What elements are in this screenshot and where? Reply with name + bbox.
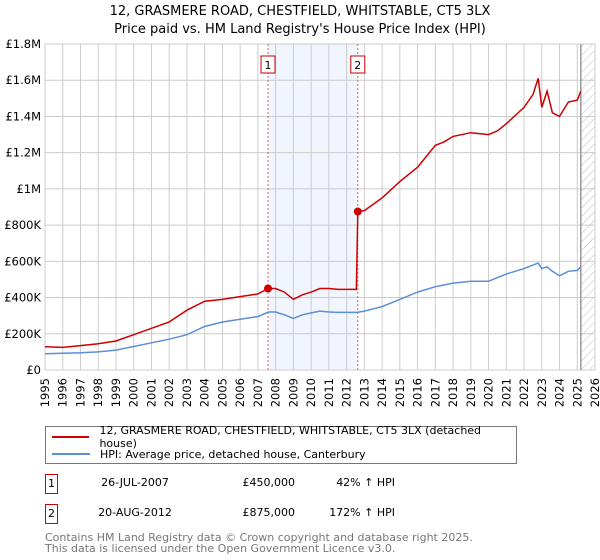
transaction-date: 20-AUG-2012 — [98, 506, 172, 519]
x-tick-label: 2009 — [286, 378, 300, 407]
x-tick-label: 2023 — [535, 378, 549, 407]
transaction-hpi: 172% ↑ HPI — [329, 506, 395, 519]
x-tick-label: 2001 — [144, 378, 158, 407]
x-tick-label: 2012 — [340, 378, 354, 407]
x-tick-label: 2007 — [251, 378, 265, 407]
footer-line-1: Contains HM Land Registry data © Crown c… — [45, 531, 473, 544]
x-tick-label: 1997 — [73, 378, 87, 407]
y-tick-label: £1.8M — [5, 37, 41, 51]
y-tick-label: £200K — [4, 327, 41, 341]
legend-item-hpi: HPI: Average price, detached house, Cant… — [52, 446, 366, 462]
x-tick-label: 1995 — [38, 378, 52, 407]
highlight-band — [268, 44, 358, 370]
x-tick-label: 2025 — [570, 378, 584, 407]
plot-frame — [44, 43, 596, 371]
x-tick-label: 2010 — [304, 378, 318, 407]
legend-swatch-red — [52, 436, 90, 438]
transaction-marker: 2 — [45, 504, 58, 524]
x-tick-label: 2008 — [269, 378, 283, 407]
transaction-row: 1 26-JUL-2007 £450,000 42% ↑ HPI — [45, 474, 545, 494]
sale-label-box — [260, 55, 276, 74]
x-tick-label: 2000 — [127, 378, 141, 407]
legend-label-hpi: HPI: Average price, detached house, Cant… — [100, 447, 366, 461]
x-tick-label: 2015 — [393, 378, 407, 407]
y-tick-label: £0 — [26, 363, 41, 377]
series-line — [44, 78, 582, 349]
forecast-hatch — [580, 44, 595, 370]
x-tick-label: 2006 — [233, 378, 247, 407]
x-tick-label: 2017 — [428, 378, 442, 407]
x-tick-label: 2022 — [517, 378, 531, 407]
legend: 12, GRASMERE ROAD, CHESTFIELD, WHITSTABL… — [45, 424, 517, 464]
x-tick-label: 2024 — [553, 378, 567, 407]
sale-label-box — [350, 55, 366, 74]
x-tick-label: 2016 — [411, 378, 425, 407]
y-tick-label: £1.4M — [5, 109, 41, 123]
x-tick-label: 2014 — [375, 378, 389, 407]
x-tick-label: 2019 — [464, 378, 478, 407]
x-tick-label: 2013 — [357, 378, 371, 407]
title-line-1: 12, GRASMERE ROAD, CHESTFIELD, WHITSTABL… — [109, 4, 491, 19]
y-tick-label: £400K — [4, 291, 41, 305]
x-tick-label: 2003 — [180, 378, 194, 407]
x-tick-label: 1996 — [56, 378, 70, 407]
y-tick-label: £600K — [4, 254, 41, 268]
y-tick-label: £1.2M — [5, 146, 41, 160]
legend-swatch-blue — [52, 453, 90, 455]
footer-line-2: This data is licensed under the Open Gov… — [45, 542, 396, 555]
x-tick-label: 1998 — [91, 378, 105, 407]
chart-title: 12, GRASMERE ROAD, CHESTFIELD, WHITSTABL… — [0, 3, 600, 39]
transaction-date: 26-JUL-2007 — [101, 476, 169, 489]
series-line — [44, 262, 582, 355]
legend-item-property: 12, GRASMERE ROAD, CHESTFIELD, WHITSTABL… — [52, 424, 516, 450]
sale-label: 1 — [265, 59, 272, 72]
x-tick-label: 2020 — [482, 378, 496, 407]
transaction-hpi: 42% ↑ HPI — [336, 476, 395, 489]
x-tick-label: 2018 — [446, 378, 460, 407]
sale-point — [353, 207, 362, 216]
x-tick-label: 2026 — [588, 378, 600, 407]
y-tick-label: £1M — [16, 182, 41, 196]
transaction-price: £450,000 — [242, 476, 296, 489]
price-chart: 1995 1996 1997 1998 1999 2000 2001 2002 2003 2004… — [4, 37, 600, 407]
transaction-price: £875,000 — [242, 506, 296, 519]
x-tick-label: 2005 — [215, 378, 229, 407]
x-tick-label: 1999 — [109, 378, 123, 407]
transaction-marker: 1 — [45, 474, 58, 494]
sale-point — [264, 284, 273, 293]
x-tick-label: 2004 — [198, 378, 212, 407]
x-tick-label: 2021 — [499, 378, 513, 407]
footer: Contains HM Land Registry data © Crown c… — [45, 532, 473, 554]
y-tick-label: £1.6M — [5, 73, 41, 87]
sale-label: 2 — [354, 59, 361, 72]
title-line-2: Price paid vs. HM Land Registry's House … — [114, 22, 486, 37]
x-tick-label: 2011 — [322, 378, 336, 407]
transaction-row: 2 20-AUG-2012 £875,000 172% ↑ HPI — [45, 504, 545, 524]
y-tick-label: £800K — [4, 218, 41, 232]
legend-label-property: 12, GRASMERE ROAD, CHESTFIELD, WHITSTABL… — [99, 424, 482, 450]
x-tick-label: 2002 — [162, 378, 176, 407]
